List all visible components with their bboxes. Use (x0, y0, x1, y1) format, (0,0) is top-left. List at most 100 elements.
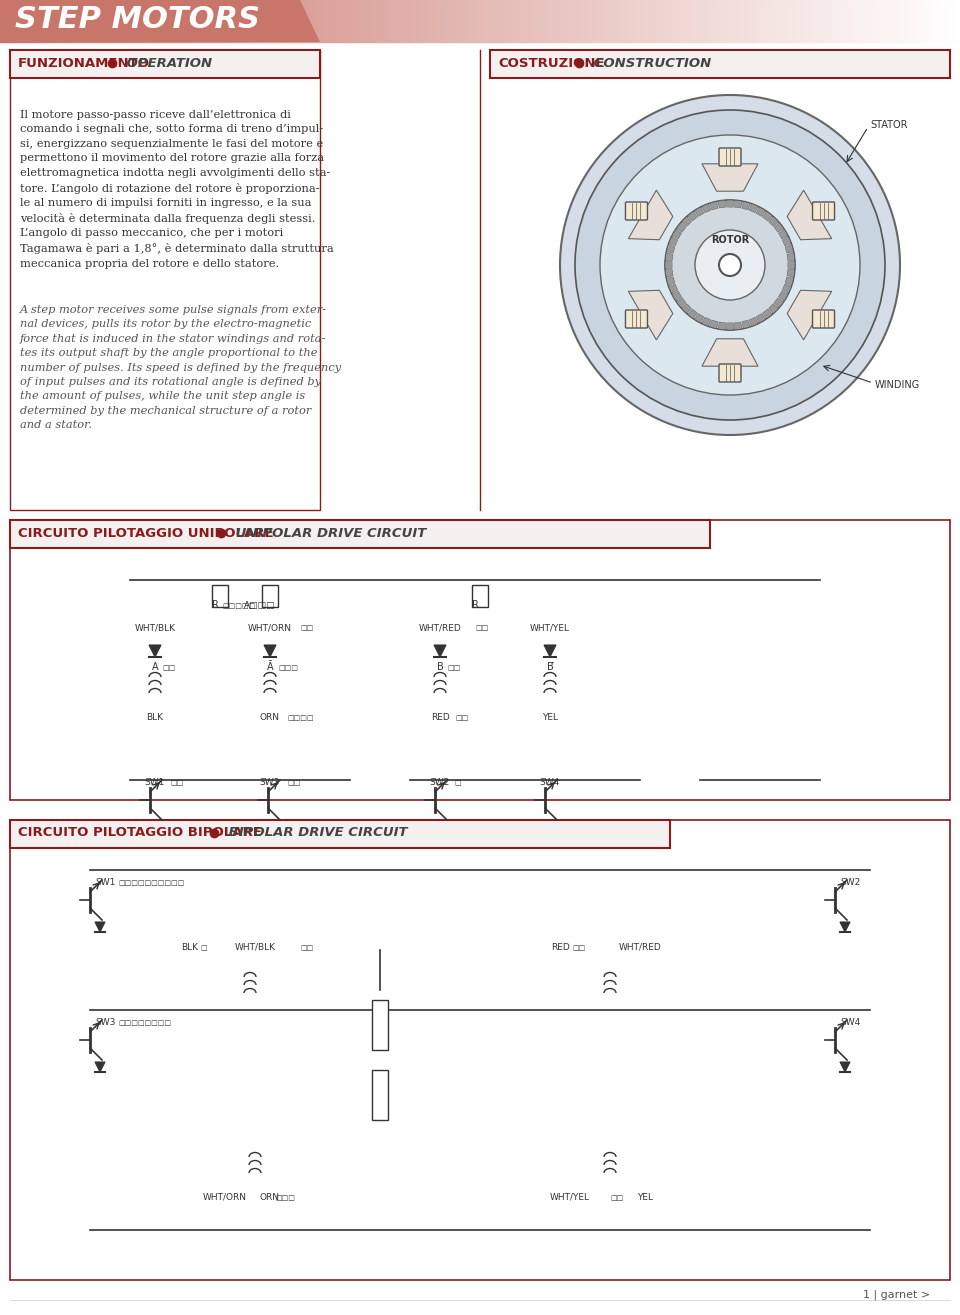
Bar (472, 0, 473, 42)
Bar (735, 0, 736, 42)
Bar (444, 0, 445, 42)
Bar (767, 0, 768, 42)
Bar (592, 0, 593, 42)
Bar (100, 0, 101, 42)
Bar (720, 0, 721, 42)
Bar (653, 0, 654, 42)
Bar (87, 0, 88, 42)
Bar (250, 0, 251, 42)
Bar (639, 0, 640, 42)
Bar (790, 0, 791, 42)
Bar (258, 0, 259, 42)
Bar (220, 0, 221, 42)
Bar (751, 0, 752, 42)
Bar (828, 0, 829, 42)
Bar (956, 0, 957, 42)
Bar (848, 0, 849, 42)
Bar (374, 0, 375, 42)
Bar (947, 0, 948, 42)
Bar (289, 0, 290, 42)
Bar (324, 0, 325, 42)
Bar (913, 0, 914, 42)
Bar (385, 0, 386, 42)
Bar (132, 0, 133, 42)
Bar (873, 0, 874, 42)
Bar (396, 0, 397, 42)
Bar (511, 0, 512, 42)
Bar (518, 0, 519, 42)
Text: SW3: SW3 (260, 778, 280, 786)
Bar (874, 0, 875, 42)
Bar (166, 0, 167, 42)
Bar (664, 0, 665, 42)
Bar (211, 0, 212, 42)
Bar (747, 0, 748, 42)
Bar (196, 0, 197, 42)
Bar (550, 0, 551, 42)
Bar (223, 0, 224, 42)
Bar (208, 0, 209, 42)
Bar (622, 0, 623, 42)
Bar (860, 0, 861, 42)
Bar (237, 0, 238, 42)
Bar (812, 0, 813, 42)
Bar (476, 0, 477, 42)
Bar (162, 0, 163, 42)
Bar (163, 0, 164, 42)
Bar (379, 0, 380, 42)
Bar (28, 0, 29, 42)
Bar (882, 0, 883, 42)
Bar (193, 0, 194, 42)
Bar (248, 0, 249, 42)
Bar (403, 0, 404, 42)
Bar (854, 0, 855, 42)
Bar (201, 0, 202, 42)
Bar (225, 0, 226, 42)
Bar (158, 0, 159, 42)
Bar (233, 0, 234, 42)
Bar (65, 0, 66, 42)
Bar (780, 0, 781, 42)
Bar (93, 0, 94, 42)
Bar (54, 0, 55, 42)
Bar (10, 0, 11, 42)
Bar (548, 0, 549, 42)
Polygon shape (677, 222, 686, 233)
Bar (547, 0, 548, 42)
Bar (332, 0, 333, 42)
Bar (694, 0, 695, 42)
Bar (34, 0, 35, 42)
Bar (803, 0, 804, 42)
Bar (375, 0, 376, 42)
Bar (359, 0, 360, 42)
Bar (846, 0, 847, 42)
Bar (650, 0, 651, 42)
Bar (861, 0, 862, 42)
Bar (879, 0, 880, 42)
Bar (911, 0, 912, 42)
Bar (758, 0, 759, 42)
Bar (844, 0, 845, 42)
Bar (407, 0, 408, 42)
Bar (569, 0, 570, 42)
Bar (507, 0, 508, 42)
Bar (927, 0, 928, 42)
Bar (412, 0, 413, 42)
Text: Ā: Ā (267, 661, 274, 672)
Bar (85, 0, 86, 42)
Bar (749, 0, 750, 42)
Bar (213, 0, 214, 42)
Bar (315, 0, 316, 42)
Bar (171, 0, 172, 42)
Bar (588, 0, 589, 42)
Bar (98, 0, 99, 42)
Bar (94, 0, 95, 42)
Bar (331, 0, 332, 42)
Bar (398, 0, 399, 42)
Bar (634, 0, 635, 42)
Bar (15, 0, 16, 42)
Bar (48, 0, 49, 42)
Bar (535, 0, 536, 42)
Bar (513, 0, 514, 42)
Bar (830, 0, 831, 42)
